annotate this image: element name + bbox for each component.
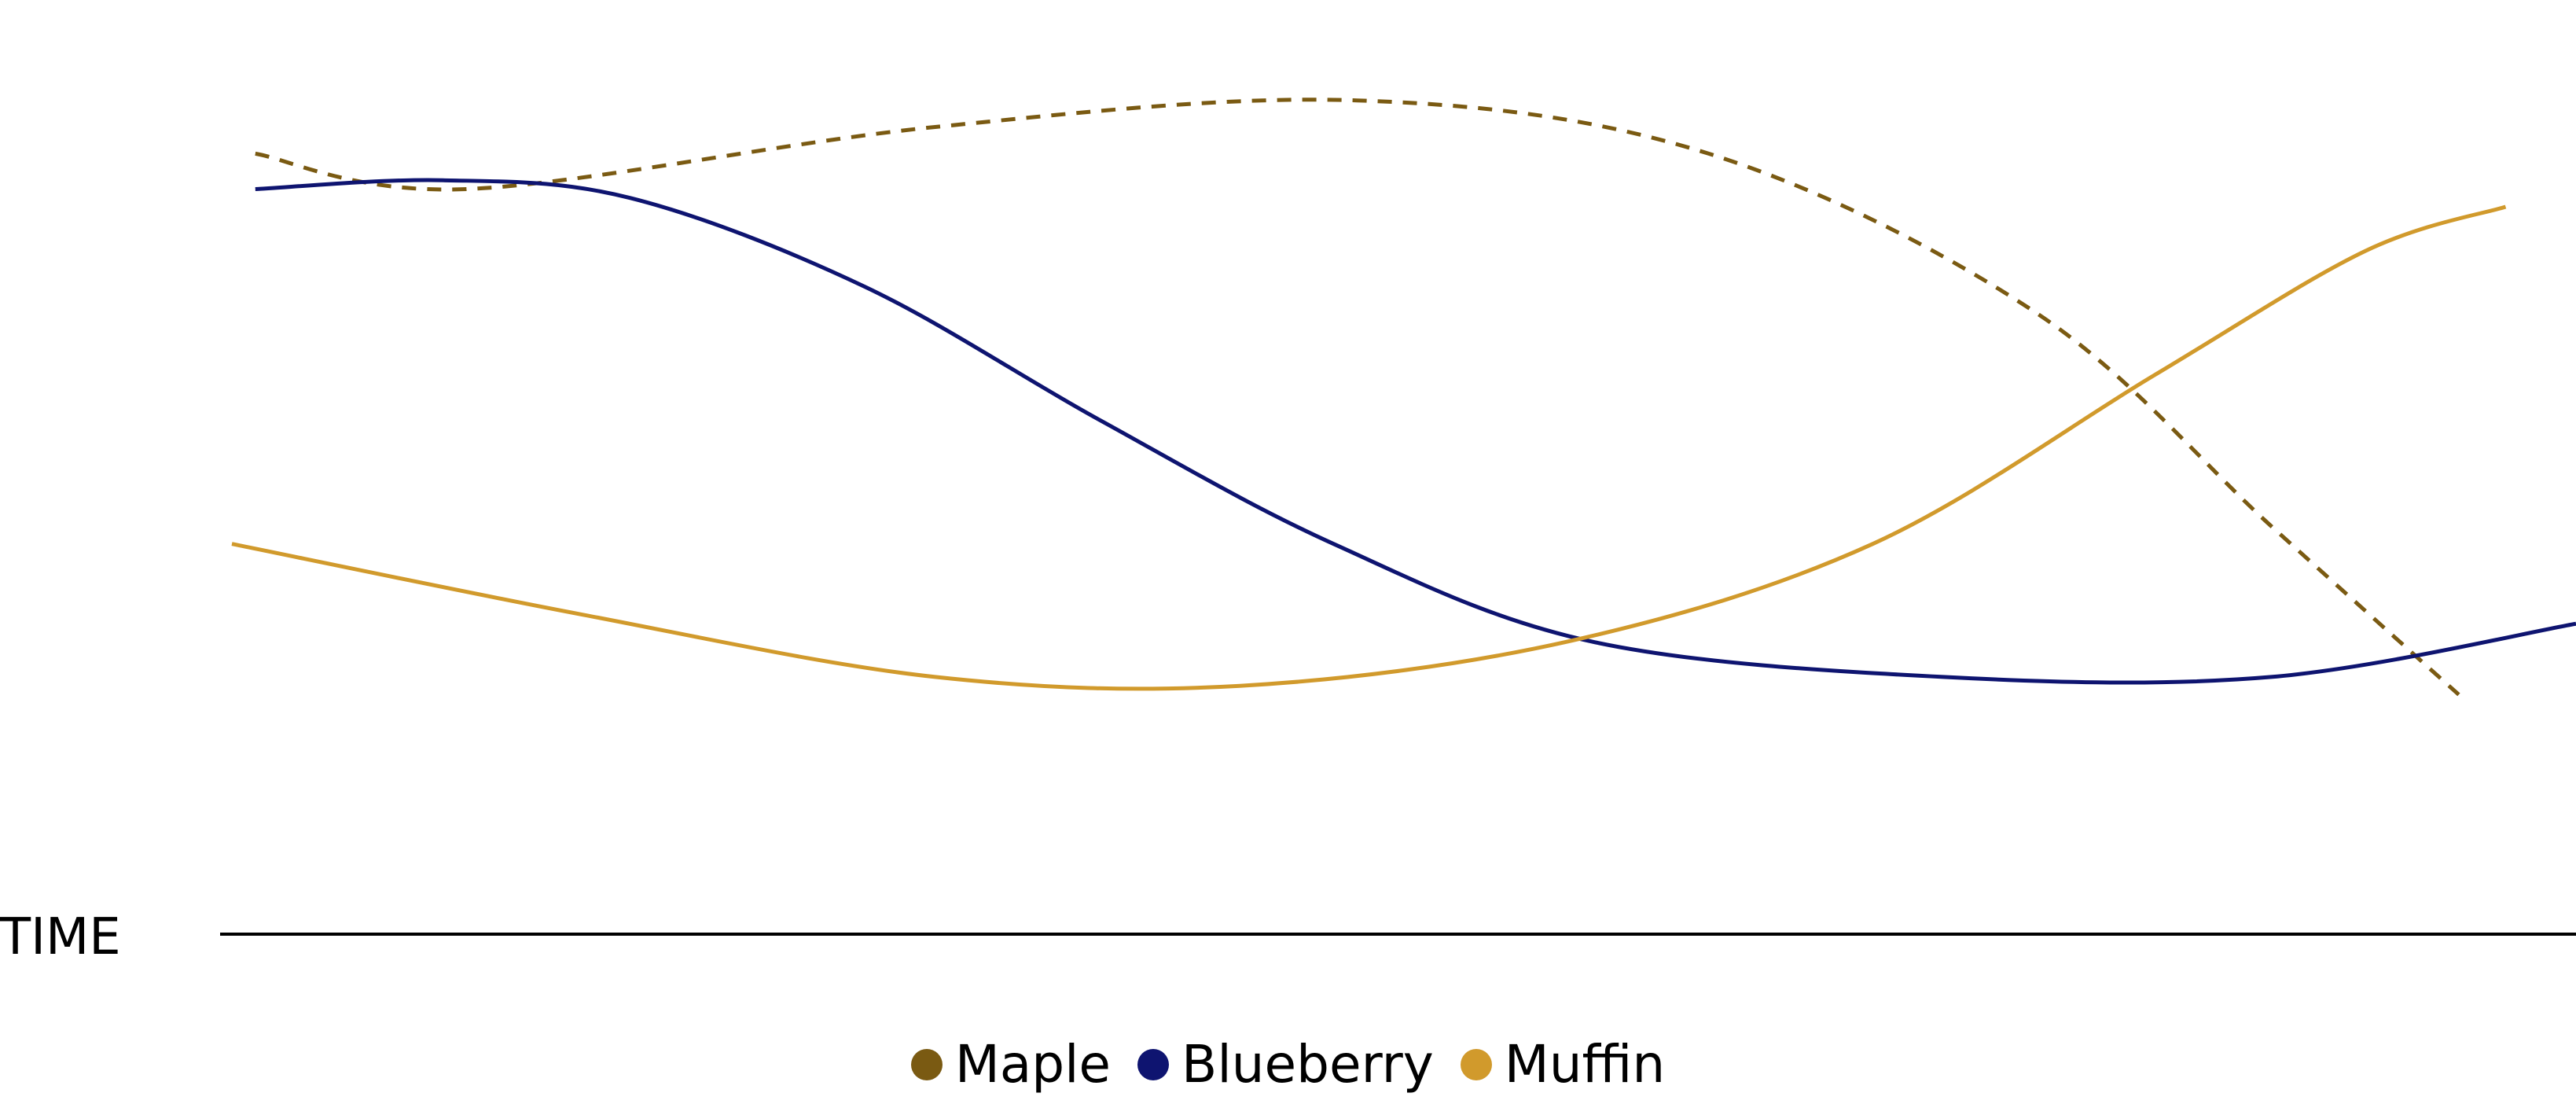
legend-label-blueberry: Blueberry bbox=[1181, 1034, 1434, 1095]
legend-label-maple: Maple bbox=[954, 1034, 1112, 1095]
legend-dot-muffin bbox=[1460, 1049, 1492, 1080]
legend-label-muffin: Muffin bbox=[1504, 1034, 1666, 1095]
x-axis-label: TIME bbox=[0, 908, 121, 966]
legend: Maple Blueberry Muffin bbox=[0, 1035, 2576, 1095]
legend-dot-maple bbox=[910, 1049, 943, 1080]
legend-item-muffin: Muffin bbox=[1460, 1034, 1666, 1095]
series-line-blueberry bbox=[255, 178, 2576, 685]
legend-dot-blueberry bbox=[1137, 1049, 1170, 1080]
series-layer bbox=[231, 98, 2576, 697]
series-line-muffin bbox=[231, 204, 2507, 691]
series-line-maple bbox=[255, 98, 2460, 697]
legend-item-blueberry: Blueberry bbox=[1137, 1039, 1434, 1091]
legend-item-maple: Maple bbox=[910, 1034, 1112, 1095]
